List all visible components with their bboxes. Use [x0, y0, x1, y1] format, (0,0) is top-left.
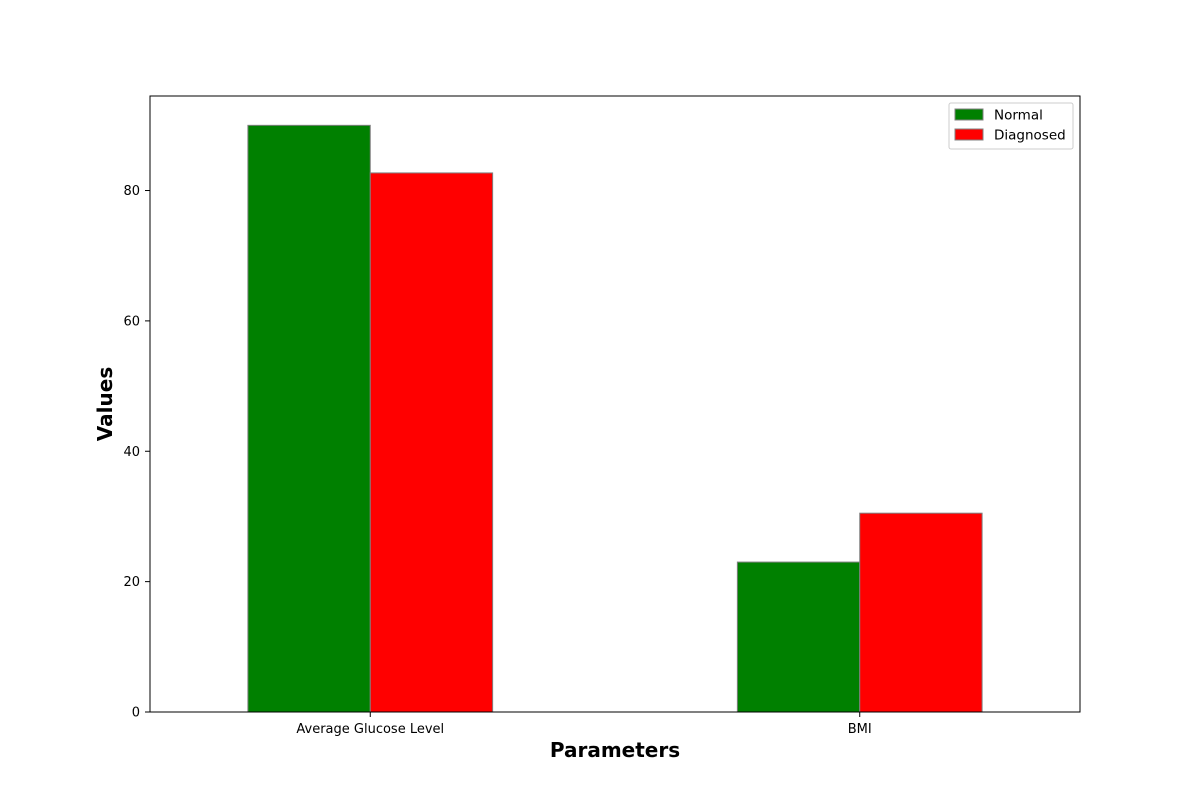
y-tick-label: 80	[123, 184, 140, 199]
legend: Normal Diagnosed	[948, 102, 1074, 150]
x-axis-title: Parameters	[550, 738, 680, 762]
x-tick-label: BMI	[848, 722, 872, 737]
bar-diagnosed-1	[369, 172, 494, 713]
x-tick-label: Average Glucose Level	[296, 722, 444, 737]
bars-layer	[247, 124, 983, 713]
x-axis: Average Glucose Level BMI	[296, 712, 872, 737]
bar-normal-1	[247, 124, 371, 713]
bar-normal-2	[736, 561, 861, 713]
y-axis-title: Values	[93, 367, 117, 441]
legend-swatch-diagnosed	[954, 128, 984, 141]
y-axis: 0 20 40 60 80	[123, 184, 150, 721]
legend-label-diagnosed: Diagnosed	[994, 128, 1066, 144]
legend-swatch-normal	[954, 108, 984, 121]
y-tick-label: 60	[123, 314, 140, 329]
legend-label-normal: Normal	[994, 108, 1043, 124]
y-tick-label: 0	[132, 706, 140, 721]
plot-frame	[149, 95, 1081, 713]
bar-diagnosed-2	[859, 512, 983, 713]
y-tick-label: 40	[123, 445, 140, 460]
y-tick-label: 20	[123, 575, 140, 590]
